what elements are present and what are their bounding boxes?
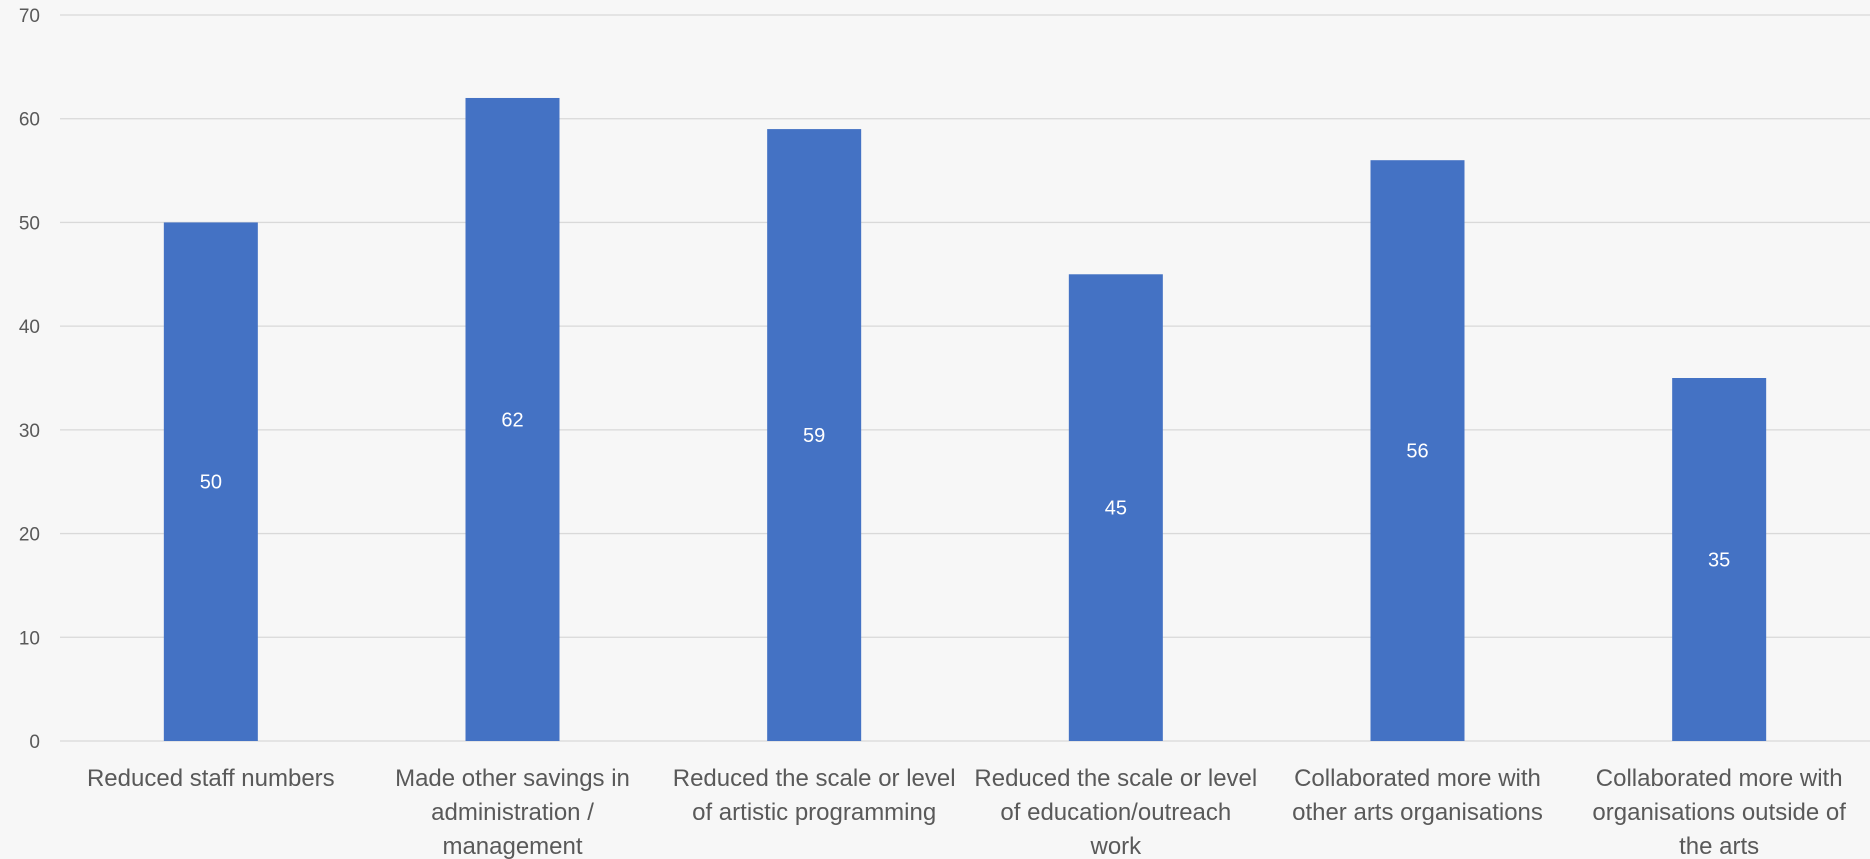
x-tick-label-line: Collaborated more with <box>1596 765 1843 792</box>
x-tick-label-line: Made other savings in <box>395 765 630 792</box>
x-tick-label-line: Collaborated more with <box>1294 765 1541 792</box>
y-tick-label: 10 <box>19 628 40 649</box>
x-tick-label: Made other savings in administration / man… <box>395 765 630 859</box>
bar <box>767 129 862 742</box>
x-tick-label-line: Reduced staff numbers <box>87 765 335 792</box>
x-axis-ticks: Reduced staff numbers Made other savings … <box>87 765 1846 859</box>
x-tick-label-line: Reduced the scale or level <box>673 765 956 792</box>
x-tick-label-line: work <box>1089 833 1142 859</box>
y-tick-label: 40 <box>19 317 40 338</box>
x-tick-label-line: of artistic programming <box>692 799 936 826</box>
y-tick-label: 60 <box>19 110 40 131</box>
x-tick-label-line: organisations outside of <box>1592 799 1846 826</box>
bar-value-label: 56 <box>1406 441 1428 463</box>
bar-value-label: 45 <box>1105 498 1127 520</box>
bar <box>1672 378 1767 741</box>
bar-value-label: 35 <box>1708 550 1730 572</box>
bar <box>163 222 258 741</box>
x-tick-label-line: management <box>442 833 582 859</box>
x-tick-label: Collaborated more with organisations outs… <box>1592 765 1846 859</box>
bar-value-label: 50 <box>200 472 222 494</box>
y-tick-label: 70 <box>19 6 40 27</box>
data-labels: 50 62 59 45 56 35 <box>200 409 1731 571</box>
y-tick-label: 30 <box>19 421 40 442</box>
bar <box>465 97 560 741</box>
x-tick-label-line: of education/outreach <box>1000 799 1231 826</box>
y-axis-ticks: 0 10 20 30 40 50 60 70 <box>19 6 40 753</box>
x-tick-label-line: administration / <box>431 799 594 826</box>
x-tick-label-line: other arts organisations <box>1292 799 1543 826</box>
x-tick-label-line: Reduced the scale or level <box>974 765 1257 792</box>
y-tick-label: 0 <box>29 732 40 753</box>
y-tick-label: 50 <box>19 213 40 234</box>
bar <box>1370 160 1465 741</box>
gridlines <box>60 14 1870 742</box>
x-tick-label: Reduced the scale or level of artistic pr… <box>673 765 956 826</box>
bar-value-label: 59 <box>803 425 825 447</box>
bars <box>163 97 1767 742</box>
x-tick-label: Collaborated more with other arts organis… <box>1292 765 1543 826</box>
x-tick-label-line: the arts <box>1679 833 1759 859</box>
bar-value-label: 62 <box>501 409 523 431</box>
x-tick-label: Reduced the scale or level of education/o… <box>974 765 1257 859</box>
y-tick-label: 20 <box>19 525 40 546</box>
bar <box>1068 274 1163 741</box>
x-tick-label: Reduced staff numbers <box>87 765 335 792</box>
